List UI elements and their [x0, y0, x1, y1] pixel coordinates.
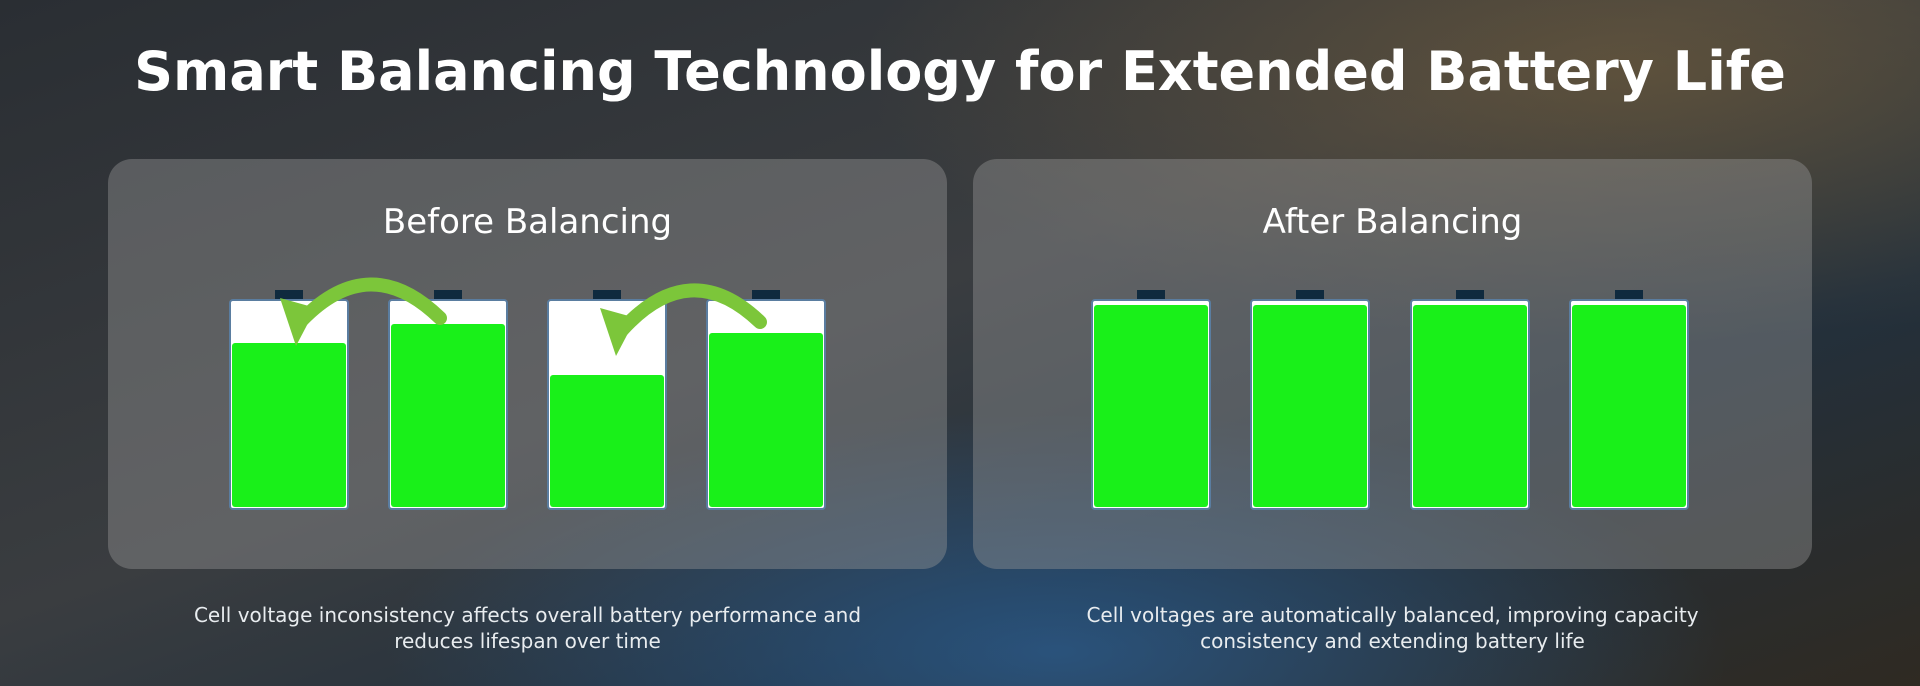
battery-fill: [391, 324, 505, 507]
page-title: Smart Balancing Technology for Extended …: [134, 40, 1786, 103]
battery-fill: [709, 333, 823, 507]
balance-arrow: [615, 283, 767, 337]
panel-title: Before Balancing: [383, 202, 672, 242]
balance-arrow: [295, 277, 447, 327]
content: Before Balancing Cell voltage inconsisten…: [108, 159, 1812, 653]
battery-fill: [1572, 305, 1686, 507]
battery-fill: [232, 343, 346, 507]
panel-title: After Balancing: [1263, 202, 1523, 242]
battery-fill: [1413, 305, 1527, 507]
panel-caption: Cell voltages are automatically balanced…: [1086, 603, 1698, 627]
battery: [1250, 290, 1370, 510]
battery: [1091, 290, 1211, 510]
battery: [1410, 290, 1530, 510]
panel-caption: reduces lifespan over time: [394, 629, 661, 653]
balance-arrowhead: [600, 308, 636, 356]
battery: [547, 290, 667, 510]
battery: [388, 290, 508, 510]
panel-caption: consistency and extending battery life: [1200, 629, 1585, 653]
panel-caption: Cell voltage inconsistency affects overa…: [194, 603, 861, 627]
battery-fill: [550, 375, 664, 507]
battery: [229, 290, 349, 510]
battery: [706, 290, 826, 510]
battery: [1569, 290, 1689, 510]
battery-fill: [1094, 305, 1208, 507]
battery-fill: [1253, 305, 1367, 507]
balance-arrowhead: [280, 298, 316, 346]
